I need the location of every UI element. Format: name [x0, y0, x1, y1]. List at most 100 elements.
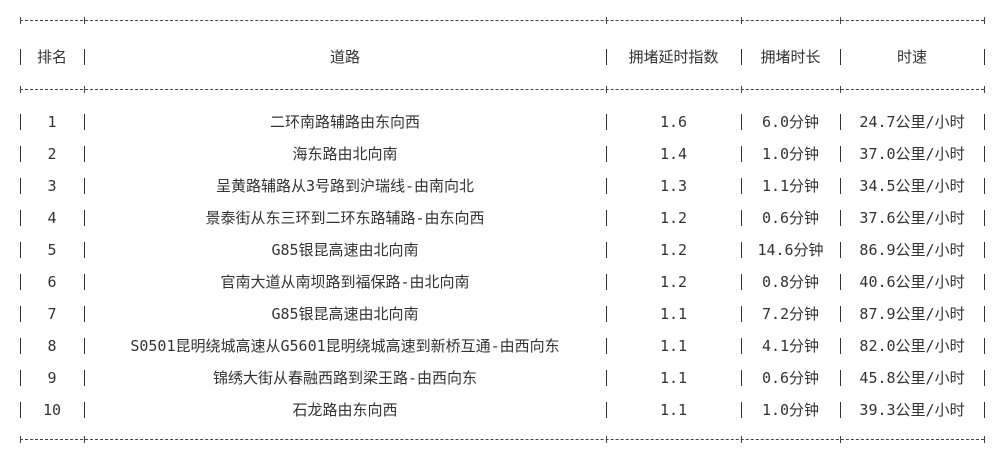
cell-speed: 34.5公里/小时	[859, 177, 965, 195]
column-separator	[20, 370, 21, 386]
column-separator	[840, 49, 841, 65]
table-row: 1 二环南路辅路由东向西 1.6 6.0分钟 24.7公里/小时	[0, 110, 1004, 134]
column-separator	[20, 242, 21, 258]
column-separator	[840, 146, 841, 162]
border-corner	[81, 17, 88, 24]
column-separator	[840, 274, 841, 290]
column-separator	[84, 242, 85, 258]
column-separator	[84, 210, 85, 226]
border-corner	[603, 436, 610, 443]
table-row: 2 海东路由北向南 1.4 1.0分钟 37.0公里/小时	[0, 142, 1004, 166]
table-row: 4 景泰街从东三环到二环东路辅路-由东向西 1.2 0.6分钟 37.6公里/小时	[0, 206, 1004, 230]
column-separator	[84, 370, 85, 386]
border-corner	[981, 436, 988, 443]
cell-speed: 37.6公里/小时	[859, 209, 965, 227]
column-separator	[20, 178, 21, 194]
border-corner	[981, 86, 988, 93]
column-separator	[606, 114, 607, 130]
cell-road: G85银昆高速由北向南	[271, 305, 419, 323]
column-separator	[984, 402, 985, 418]
border-corner	[738, 86, 745, 93]
border-corner	[603, 17, 610, 24]
table-row: 3 呈黄路辅路从3号路到沪瑞线-由南向北 1.3 1.1分钟 34.5公里/小时	[0, 174, 1004, 198]
table-row: 9 锦绣大街从春融西路到梁王路-由西向东 1.1 0.6分钟 45.8公里/小时	[0, 366, 1004, 390]
column-separator	[20, 338, 21, 354]
cell-duration: 1.0分钟	[761, 145, 820, 163]
column-separator	[20, 49, 21, 65]
cell-delay-index: 1.2	[659, 209, 688, 227]
border-corner	[981, 17, 988, 24]
column-separator	[20, 210, 21, 226]
column-separator	[840, 306, 841, 322]
header-road: 道路	[329, 48, 360, 66]
column-separator	[606, 210, 607, 226]
border-corner	[17, 436, 24, 443]
column-separator	[84, 402, 85, 418]
border-corner	[81, 86, 88, 93]
cell-duration: 0.6分钟	[761, 369, 820, 387]
column-separator	[606, 402, 607, 418]
column-separator	[984, 178, 985, 194]
column-separator	[840, 370, 841, 386]
column-separator	[84, 274, 85, 290]
table-border-line	[20, 20, 984, 21]
cell-speed: 37.0公里/小时	[859, 145, 965, 163]
cell-rank: 5	[47, 241, 57, 259]
column-separator	[840, 242, 841, 258]
border-corner	[81, 436, 88, 443]
cell-rank: 3	[47, 177, 57, 195]
column-separator	[741, 114, 742, 130]
column-separator	[984, 210, 985, 226]
column-separator	[840, 114, 841, 130]
column-separator	[84, 306, 85, 322]
column-separator	[984, 338, 985, 354]
cell-road: 二环南路辅路由东向西	[269, 113, 420, 131]
border-corner	[738, 436, 745, 443]
header-row: 排名 道路 拥堵延时指数 拥堵时长 时速	[0, 45, 1004, 69]
table-row: 10 石龙路由东向西 1.1 1.0分钟 39.3公里/小时	[0, 398, 1004, 422]
column-separator	[741, 338, 742, 354]
column-separator	[606, 370, 607, 386]
cell-rank: 7	[47, 305, 57, 323]
cell-rank: 1	[47, 113, 57, 131]
cell-road: G85银昆高速由北向南	[271, 241, 419, 259]
column-separator	[984, 306, 985, 322]
cell-road: 呈黄路辅路从3号路到沪瑞线-由南向北	[215, 177, 475, 195]
column-separator	[741, 370, 742, 386]
column-separator	[741, 146, 742, 162]
cell-rank: 4	[47, 209, 57, 227]
cell-duration: 1.0分钟	[761, 401, 820, 419]
cell-rank: 6	[47, 273, 57, 291]
cell-speed: 87.9公里/小时	[859, 305, 965, 323]
cell-road: 海东路由北向南	[292, 145, 398, 163]
column-separator	[840, 402, 841, 418]
cell-duration: 1.1分钟	[761, 177, 820, 195]
table-row: 5 G85银昆高速由北向南 1.2 14.6分钟 86.9公里/小时	[0, 238, 1004, 262]
cell-delay-index: 1.2	[659, 241, 688, 259]
column-separator	[84, 146, 85, 162]
column-separator	[84, 178, 85, 194]
column-separator	[20, 146, 21, 162]
column-separator	[741, 178, 742, 194]
cell-road: 景泰街从东三环到二环东路辅路-由东向西	[205, 209, 485, 227]
column-separator	[984, 146, 985, 162]
cell-delay-index: 1.3	[659, 177, 688, 195]
border-corner	[837, 17, 844, 24]
cell-duration: 14.6分钟	[757, 241, 824, 259]
cell-rank: 8	[47, 337, 57, 355]
column-separator	[984, 274, 985, 290]
column-separator	[840, 178, 841, 194]
cell-road: S0501昆明绕城高速从G5601昆明绕城高速到新桥互通-由西向东	[130, 337, 560, 355]
border-corner	[837, 86, 844, 93]
column-separator	[84, 49, 85, 65]
border-corner	[837, 436, 844, 443]
cell-speed: 82.0公里/小时	[859, 337, 965, 355]
column-separator	[741, 49, 742, 65]
border-corner	[17, 17, 24, 24]
header-duration: 拥堵时长	[760, 48, 821, 66]
border-corner	[603, 86, 610, 93]
column-separator	[606, 274, 607, 290]
cell-speed: 86.9公里/小时	[859, 241, 965, 259]
cell-delay-index: 1.1	[659, 305, 688, 323]
column-separator	[741, 274, 742, 290]
